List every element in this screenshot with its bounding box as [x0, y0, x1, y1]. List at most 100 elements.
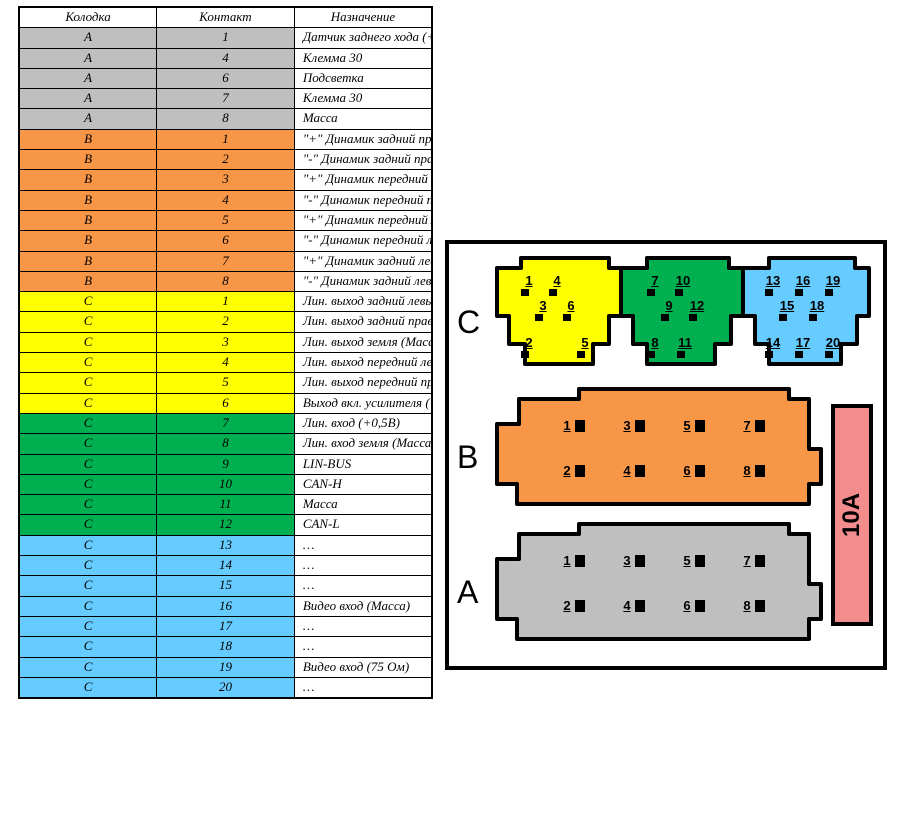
cell-pin: 18: [157, 637, 295, 657]
cell-pin: 2: [157, 150, 295, 170]
table-row: C7Лин. вход (+0,5В): [19, 413, 432, 433]
table-row: B2"-" Динамик задний правый: [19, 150, 432, 170]
table-row: C14…: [19, 556, 432, 576]
cell-desc: "-" Динамик передний правый: [294, 190, 432, 210]
cell-block: C: [19, 637, 157, 657]
pin-hole: [575, 465, 585, 477]
cell-desc: Лин. вход земля (Масса): [294, 434, 432, 454]
table-row: B6"-" Динамик передний левый: [19, 231, 432, 251]
pin-hole: [647, 289, 655, 296]
pin-hole: [577, 351, 585, 358]
cell-pin: 5: [157, 373, 295, 393]
cell-block: C: [19, 434, 157, 454]
cell-desc: Лин. выход задний правый: [294, 312, 432, 332]
cell-pin: 10: [157, 474, 295, 494]
cell-block: C: [19, 292, 157, 312]
cell-block: C: [19, 616, 157, 636]
pin-hole: [677, 351, 685, 358]
table-row: C12CAN-L: [19, 515, 432, 535]
pin-hole: [755, 465, 765, 477]
table-row: C9LIN-BUS: [19, 454, 432, 474]
table-row: C16Видео вход (Масса): [19, 596, 432, 616]
table-row: C19Видео вход (75 Ом): [19, 657, 432, 677]
pin-hole: [779, 314, 787, 321]
table-row: C3Лин. выход земля (Масса): [19, 332, 432, 352]
cell-desc: Лин. выход земля (Масса): [294, 332, 432, 352]
table-row: C11Масса: [19, 495, 432, 515]
cell-pin: 11: [157, 495, 295, 515]
cell-desc: …: [294, 677, 432, 698]
cell-pin: 1: [157, 28, 295, 48]
pin-number: 12: [685, 299, 709, 312]
table-row: A4Клемма 30: [19, 48, 432, 68]
pin-number: 15: [775, 299, 799, 312]
cell-pin: 19: [157, 657, 295, 677]
pin-hole: [689, 314, 697, 321]
cell-block: A: [19, 48, 157, 68]
table-row: C1Лин. выход задний левый: [19, 292, 432, 312]
pin-number: 9: [657, 299, 681, 312]
cell-desc: "-" Динамик задний правый: [294, 150, 432, 170]
pin-hole: [695, 600, 705, 612]
table-row: A1Датчик заднего хода (+12В): [19, 28, 432, 48]
cell-desc: "+" Динамик задний левый: [294, 251, 432, 271]
pin-hole: [755, 555, 765, 567]
cell-pin: 16: [157, 596, 295, 616]
pin-number: 20: [821, 336, 845, 349]
pin-hole: [635, 420, 645, 432]
cell-desc: CAN-L: [294, 515, 432, 535]
pin-hole: [825, 289, 833, 296]
table-row: C6Выход вкл. усилителя (+8.5В): [19, 393, 432, 413]
table-row: C20…: [19, 677, 432, 698]
table-row: C4Лин. выход передний левый: [19, 353, 432, 373]
cell-desc: Видео вход (Масса): [294, 596, 432, 616]
pin-hole: [695, 420, 705, 432]
column-header-desc: Назначение: [294, 7, 432, 28]
cell-block: B: [19, 190, 157, 210]
pin-hole: [635, 465, 645, 477]
pin-hole: [647, 351, 655, 358]
cell-pin: 13: [157, 535, 295, 555]
cell-pin: 7: [157, 251, 295, 271]
table-row: C2Лин. выход задний правый: [19, 312, 432, 332]
table-row: B4"-" Динамик передний правый: [19, 190, 432, 210]
pin-number: 10: [671, 274, 695, 287]
connector-A: [497, 524, 821, 639]
pin-number: 1: [517, 274, 541, 287]
cell-desc: Подсветка: [294, 68, 432, 88]
cell-desc: "+" Динамик передний правый: [294, 170, 432, 190]
cell-block: B: [19, 271, 157, 291]
cell-block: C: [19, 657, 157, 677]
cell-block: C: [19, 454, 157, 474]
cell-pin: 4: [157, 353, 295, 373]
cell-block: B: [19, 210, 157, 230]
cell-block: C: [19, 373, 157, 393]
pin-hole: [521, 351, 529, 358]
cell-pin: 5: [157, 210, 295, 230]
table-row: C15…: [19, 576, 432, 596]
cell-block: A: [19, 28, 157, 48]
pin-hole: [661, 314, 669, 321]
cell-desc: "-" Динамик задний левый: [294, 271, 432, 291]
cell-desc: Масса: [294, 495, 432, 515]
pin-hole: [549, 289, 557, 296]
table-row: C10CAN-H: [19, 474, 432, 494]
pin-number: 2: [517, 336, 541, 349]
cell-desc: Клемма 30: [294, 89, 432, 109]
fuse-label: 10A: [838, 497, 866, 537]
cell-pin: 15: [157, 576, 295, 596]
pin-hole: [635, 600, 645, 612]
pin-hole: [825, 351, 833, 358]
table-row: A7Клемма 30: [19, 89, 432, 109]
cell-pin: 14: [157, 556, 295, 576]
connector-label: A: [457, 574, 478, 611]
pin-hole: [563, 314, 571, 321]
table-row: C5Лин. выход передний правый: [19, 373, 432, 393]
cell-block: A: [19, 68, 157, 88]
cell-desc: …: [294, 616, 432, 636]
cell-desc: "+" Динамик передний левый: [294, 210, 432, 230]
pin-hole: [521, 289, 529, 296]
table-row: C13…: [19, 535, 432, 555]
cell-pin: 6: [157, 231, 295, 251]
cell-desc: …: [294, 535, 432, 555]
